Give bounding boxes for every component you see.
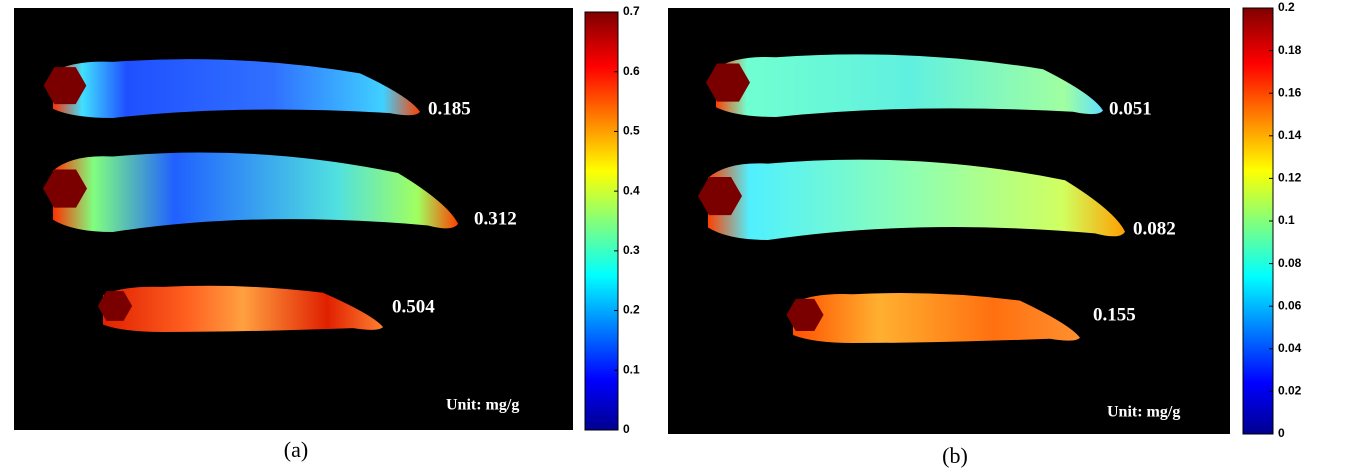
sample-value: 0.312 xyxy=(474,208,517,229)
sample-value: 0.051 xyxy=(1109,98,1152,119)
sample-tip xyxy=(786,298,824,331)
sample-tip xyxy=(43,169,87,208)
colorbar-tick-label: 0.2 xyxy=(1278,0,1295,14)
unit-label: Unit: mg/g xyxy=(446,397,519,414)
sample-tip xyxy=(706,63,750,102)
colorbar-tick-label: 0.6 xyxy=(623,64,640,78)
panel-caption: (a) xyxy=(284,437,308,462)
sample-map xyxy=(53,152,458,232)
sample-map xyxy=(103,285,383,332)
sample-tip xyxy=(698,176,742,216)
colorbar xyxy=(1242,7,1274,435)
sample-tip xyxy=(97,291,133,321)
unit-label: Unit: mg/g xyxy=(1107,404,1180,421)
colorbar-tick-label: 0.2 xyxy=(623,303,640,317)
sample-map xyxy=(708,159,1125,240)
sample-value: 0.504 xyxy=(392,296,435,317)
colorbar-tick-label: 0.4 xyxy=(623,183,640,197)
sample-value: 0.185 xyxy=(428,98,471,119)
colorbar-tick-label: 0.12 xyxy=(1278,171,1302,185)
colorbar-tick-label: 0 xyxy=(1278,426,1285,440)
sample-map xyxy=(53,59,420,118)
colorbar-tick-label: 0.04 xyxy=(1278,341,1302,355)
colorbar-tick-label: 0.16 xyxy=(1278,85,1302,99)
sample-map xyxy=(716,54,1103,117)
colorbar-tick-label: 0.1 xyxy=(1278,213,1295,227)
sample-value: 0.082 xyxy=(1133,218,1176,239)
colorbar-tick-label: 0.06 xyxy=(1278,298,1302,312)
sample-tip xyxy=(43,67,87,105)
sample-value: 0.155 xyxy=(1093,304,1136,325)
colorbar-tick-label: 0.08 xyxy=(1278,256,1302,270)
colorbar-tick-label: 0.14 xyxy=(1278,128,1302,142)
colorbar-tick-label: 0.1 xyxy=(623,362,640,376)
colorbar-tick-label: 0.18 xyxy=(1278,43,1302,57)
colorbar xyxy=(584,11,619,431)
colorbar-tick-label: 0 xyxy=(623,422,630,436)
colorbar-tick-label: 0.7 xyxy=(623,4,640,18)
colorbar-tick-label: 0.5 xyxy=(623,124,640,138)
sample-map xyxy=(793,293,1080,343)
colorbar-tick-label: 0.02 xyxy=(1278,384,1302,398)
panel-caption: (b) xyxy=(942,443,968,468)
colorbar-tick-label: 0.3 xyxy=(623,243,640,257)
